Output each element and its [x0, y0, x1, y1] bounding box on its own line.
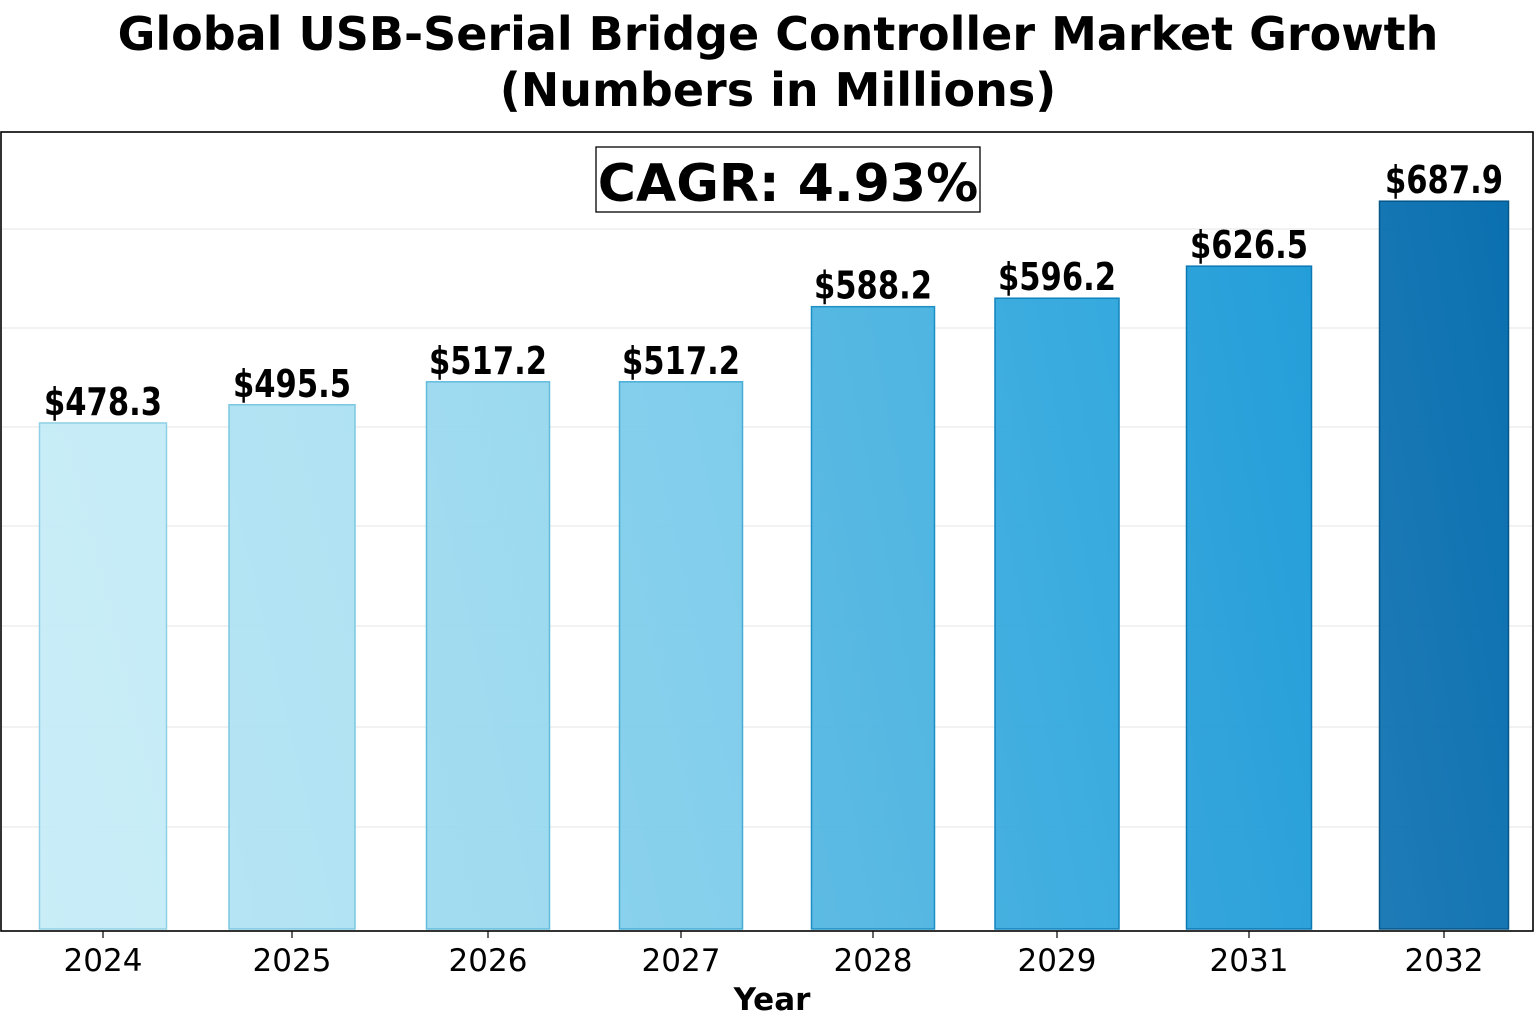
bar-2027 — [618, 381, 744, 930]
x-tick-label-2028: 2028 — [834, 943, 913, 979]
bar-value-label-2027: $517.2 — [622, 339, 740, 383]
x-tick-label-2031: 2031 — [1210, 943, 1289, 979]
x-tick-label-2029: 2029 — [1018, 943, 1097, 979]
x-axis-label: Year — [733, 982, 812, 1018]
x-tick-label-2026: 2026 — [449, 943, 528, 979]
x-tick-label-2024: 2024 — [64, 943, 143, 979]
x-tick-label-2027: 2027 — [642, 943, 721, 979]
bar-2025 — [228, 404, 356, 930]
bar-value-label-2025: $495.5 — [233, 362, 351, 406]
bar-2029 — [994, 297, 1120, 930]
bar-2031 — [1185, 265, 1313, 930]
bar-value-label-2026: $517.2 — [429, 339, 547, 383]
bar-2028 — [810, 305, 936, 930]
bar-2026 — [425, 381, 551, 930]
bar-value-label-2024: $478.3 — [44, 380, 162, 424]
bar-value-label-2029: $596.2 — [998, 255, 1116, 299]
chart-title: Global USB-Serial Bridge Controller Mark… — [117, 7, 1439, 61]
bar-value-label-2028: $588.2 — [814, 264, 932, 308]
bars — [38, 200, 1510, 930]
bar-2024 — [38, 422, 168, 930]
bar-value-label-2032: $687.9 — [1385, 158, 1503, 202]
bar-value-label-2031: $626.5 — [1190, 223, 1308, 267]
cagr-annotation: CAGR: 4.93% — [595, 146, 981, 214]
x-tick-label-2025: 2025 — [253, 943, 332, 979]
cagr-label: CAGR: 4.93% — [598, 154, 978, 214]
x-tick-label-2032: 2032 — [1405, 943, 1484, 979]
x-tick-labels: 2024 2025 2026 2027 2028 2029 2031 2032 — [64, 931, 1484, 979]
bar-2032 — [1378, 200, 1510, 930]
plot-frame — [0, 131, 1534, 932]
cagr-box — [595, 146, 981, 213]
chart-subtitle: (Numbers in Millions) — [499, 63, 1057, 117]
bar-value-labels: $478.3 $495.5 $517.2 $517.2 $588.2 $596.2 $626… — [44, 158, 1503, 424]
chart-title-block: Global USB-Serial Bridge Controller Mark… — [0, 6, 1536, 118]
